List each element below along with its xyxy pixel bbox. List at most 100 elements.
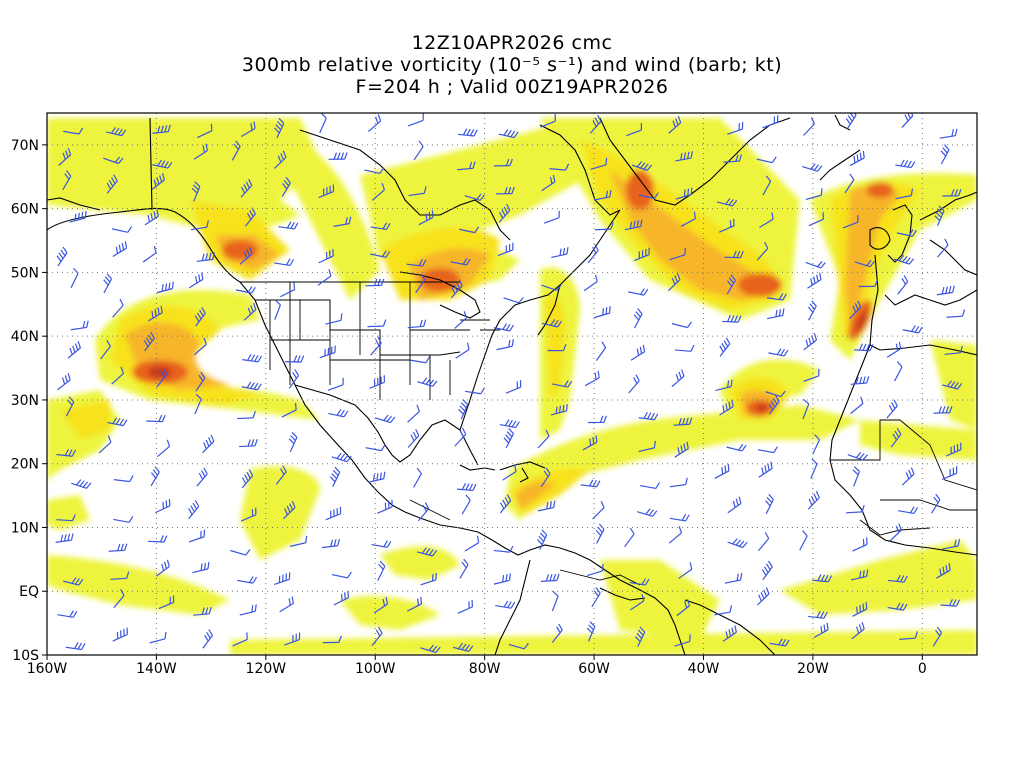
wind-barb xyxy=(941,466,958,481)
wind-barb xyxy=(188,529,206,543)
wind-barb xyxy=(854,343,874,352)
wind-barb xyxy=(329,466,341,487)
wind-barb xyxy=(112,226,133,233)
wind-barb xyxy=(888,574,908,583)
wind-barb xyxy=(464,387,485,395)
wind-barb xyxy=(377,560,386,581)
wind-barb xyxy=(847,451,868,461)
wind-barb xyxy=(936,563,951,579)
wind-barb xyxy=(417,502,430,522)
wind-barb xyxy=(851,622,865,640)
wind-barb xyxy=(188,499,200,520)
wind-barb xyxy=(638,192,659,200)
wind-barb xyxy=(369,375,385,389)
wind-barb xyxy=(799,530,808,551)
wind-barb xyxy=(846,505,865,514)
wind-barb xyxy=(244,207,256,227)
wind-barb xyxy=(727,496,742,514)
wind-barb xyxy=(505,380,522,394)
wind-barb xyxy=(940,144,950,165)
lat-tick-label: 40N xyxy=(11,329,39,345)
wind-barb xyxy=(762,175,772,196)
wind-barb xyxy=(637,508,658,517)
wind-barb xyxy=(886,399,898,419)
wind-barb xyxy=(810,458,818,479)
wind-barb xyxy=(592,501,605,520)
wind-barb xyxy=(333,216,352,227)
wind-barb xyxy=(719,337,731,357)
wind-barb xyxy=(235,286,256,294)
wind-barb xyxy=(552,380,573,388)
wind-barb xyxy=(634,626,646,647)
wind-barb xyxy=(459,558,469,579)
lat-tick-label: 70N xyxy=(11,138,39,154)
wind-barb xyxy=(103,273,113,294)
wind-barb xyxy=(726,444,747,452)
wind-barb xyxy=(113,475,134,483)
lat-tick-label: 60N xyxy=(11,202,39,218)
wind-barb xyxy=(807,491,820,510)
wind-barb xyxy=(464,535,480,552)
wind-barb xyxy=(899,631,918,640)
wind-barb xyxy=(56,246,68,267)
wind-barb xyxy=(673,417,693,426)
wind-barb xyxy=(147,535,168,543)
wind-barb xyxy=(453,642,474,653)
wind-barb xyxy=(537,500,556,512)
wind-barb xyxy=(895,159,916,169)
wind-barb xyxy=(583,274,598,292)
wind-barb xyxy=(849,300,862,320)
lat-tick-label: EQ xyxy=(19,584,39,600)
wind-barb xyxy=(762,115,779,129)
wind-barb xyxy=(158,595,175,610)
wind-barb xyxy=(274,572,291,586)
wind-barb xyxy=(716,198,738,207)
wind-barb xyxy=(241,469,254,489)
wind-barb xyxy=(722,625,737,642)
wind-barb xyxy=(377,499,393,514)
wind-barb xyxy=(931,493,941,514)
wind-barb xyxy=(669,247,686,261)
wind-barbs xyxy=(55,113,966,654)
wind-barb xyxy=(410,356,431,364)
wind-barb xyxy=(805,188,823,201)
wind-barb xyxy=(849,150,865,167)
wind-barb xyxy=(284,355,305,363)
wind-barb xyxy=(325,313,343,325)
wind-barb xyxy=(418,210,434,226)
wind-barb xyxy=(540,573,560,582)
wind-barb xyxy=(240,507,257,522)
lat-tick-label: 50N xyxy=(11,265,39,281)
wind-barb xyxy=(550,403,568,416)
wind-barb xyxy=(100,340,111,360)
wind-barb xyxy=(628,288,649,296)
wind-barb xyxy=(63,127,84,135)
wind-barb xyxy=(70,320,89,331)
wind-barb xyxy=(842,215,859,229)
wind-barb xyxy=(242,353,263,363)
lon-tick-label: 160W xyxy=(27,661,68,677)
wind-barb xyxy=(631,161,653,171)
wind-barb xyxy=(321,538,341,549)
wind-barb xyxy=(901,467,915,486)
wind-barb xyxy=(317,269,332,286)
wind-barb xyxy=(373,597,389,614)
wind-barb xyxy=(893,254,915,265)
wind-barb xyxy=(450,279,463,299)
wind-barb xyxy=(497,242,514,257)
wind-barb xyxy=(942,539,961,550)
wind-barb xyxy=(365,444,386,452)
wind-barb xyxy=(370,336,382,356)
wind-barb xyxy=(946,309,966,318)
wind-barb xyxy=(630,344,646,361)
wind-barb xyxy=(675,187,693,200)
wind-barb xyxy=(318,249,334,264)
wind-barb xyxy=(805,261,826,269)
wind-barb xyxy=(844,173,855,194)
wind-barb xyxy=(547,343,567,352)
wind-barb xyxy=(808,212,825,227)
wind-barb xyxy=(758,461,773,478)
wind-barb xyxy=(322,635,342,644)
wind-barb xyxy=(886,341,902,358)
wind-barb xyxy=(852,537,868,552)
